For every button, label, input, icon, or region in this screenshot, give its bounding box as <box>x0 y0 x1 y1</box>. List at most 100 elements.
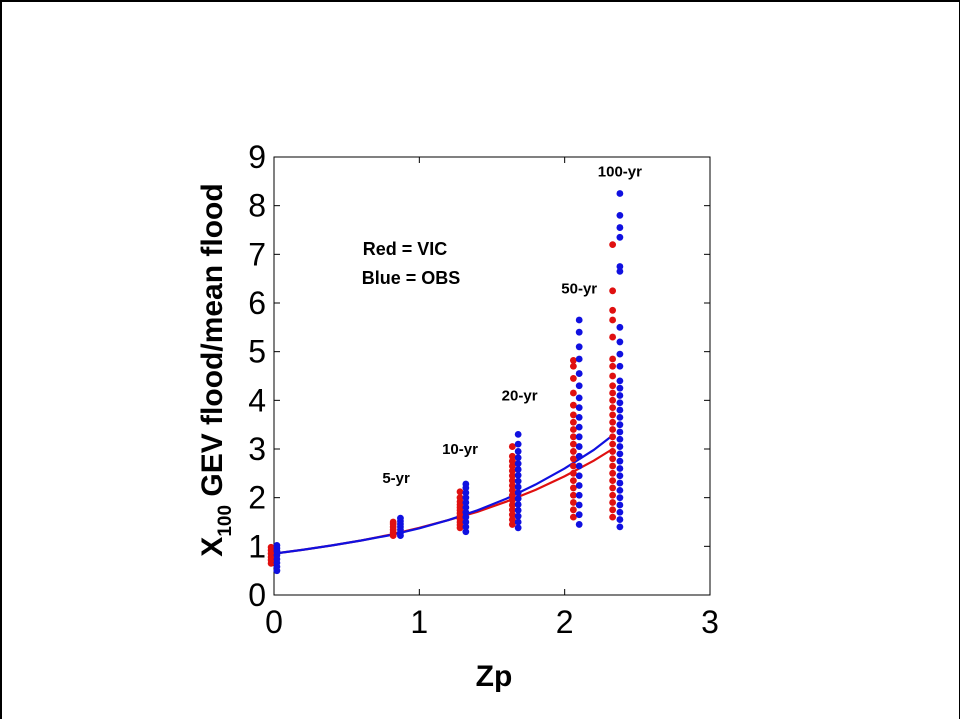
data-point-vic <box>389 518 397 526</box>
data-point-obs <box>575 355 583 363</box>
data-point-obs <box>575 462 583 470</box>
data-point-vic <box>569 484 577 492</box>
data-point-vic <box>609 355 617 363</box>
data-point-vic <box>569 469 577 477</box>
return-period-label: 5-yr <box>382 470 410 487</box>
x-tick-label: 0 <box>265 604 283 640</box>
data-point-obs <box>575 404 583 412</box>
data-point-vic <box>456 494 464 502</box>
data-point-vic <box>569 362 577 370</box>
data-point-obs <box>575 413 583 421</box>
data-point-obs <box>616 263 624 270</box>
data-point-obs <box>462 480 470 488</box>
data-point-obs <box>616 233 624 241</box>
return-period-label: 100-yr <box>598 163 642 180</box>
data-point-obs <box>462 494 470 502</box>
data-point-vic <box>609 389 617 397</box>
data-point-vic <box>267 543 275 551</box>
data-point-obs <box>616 362 624 370</box>
data-point-vic <box>508 501 516 509</box>
data-point-vic <box>456 488 464 496</box>
data-point-vic <box>609 477 617 485</box>
return-period-labels: 5-yr 10-yr 20-yr 50-yr 100-yr <box>382 163 642 487</box>
data-point-vic <box>508 472 516 480</box>
data-point-vic <box>609 455 617 463</box>
data-point-obs <box>616 350 624 358</box>
y-tick-label: 7 <box>248 236 266 272</box>
data-point-obs <box>514 512 522 520</box>
legend-vic: Red = VIC <box>363 239 448 259</box>
data-point-obs <box>575 452 583 460</box>
data-point-vic <box>609 440 617 448</box>
data-point-vic <box>609 287 617 295</box>
data-point-obs <box>575 521 583 528</box>
data-point-vic <box>569 513 577 521</box>
data-point-obs <box>616 435 624 443</box>
data-point-vic <box>609 469 617 477</box>
data-point-obs <box>616 224 624 231</box>
data-point-obs <box>514 477 522 485</box>
data-point-vic <box>609 382 617 390</box>
data-point-obs <box>616 508 624 516</box>
fit-lines <box>273 434 614 555</box>
data-point-vic <box>508 511 516 519</box>
data-point-vic <box>569 357 577 364</box>
data-point-obs <box>514 506 522 514</box>
data-point-obs <box>575 316 583 324</box>
data-point-vic <box>569 411 577 419</box>
data-points <box>267 190 624 575</box>
y-axis: 0 1 2 3 4 5 6 7 8 9 <box>248 139 710 613</box>
data-point-obs <box>575 443 583 450</box>
y-tick-label: 4 <box>248 382 266 418</box>
data-point-vic <box>609 316 617 324</box>
y-tick-label: 5 <box>248 334 266 370</box>
data-point-obs <box>616 443 624 450</box>
data-point-vic <box>508 443 516 450</box>
data-point-vic <box>569 440 577 448</box>
data-point-obs <box>462 504 470 511</box>
data-point-obs <box>616 399 624 407</box>
data-point-obs <box>575 433 583 441</box>
plot-area <box>273 156 711 596</box>
data-point-vic <box>609 448 617 455</box>
y-label-main: X <box>196 537 229 557</box>
data-point-obs <box>575 370 583 377</box>
data-point-obs <box>462 523 470 531</box>
data-point-obs <box>462 508 470 516</box>
return-period-label: 20-yr <box>502 387 538 404</box>
data-point-vic <box>569 477 577 485</box>
data-point-vic <box>569 418 577 426</box>
data-point-obs <box>575 328 583 336</box>
data-point-obs <box>575 511 583 519</box>
data-point-obs <box>462 518 470 526</box>
data-point-vic <box>508 516 516 523</box>
data-point-obs <box>616 457 624 465</box>
data-point-obs <box>616 392 624 399</box>
data-point-vic <box>569 389 577 397</box>
data-point-obs <box>462 489 470 497</box>
data-point-obs <box>462 528 470 536</box>
data-point-vic <box>609 491 617 499</box>
data-point-vic <box>609 426 617 433</box>
data-point-obs <box>616 406 624 414</box>
y-tick-label: 9 <box>248 139 266 175</box>
y-tick-label: 8 <box>248 188 266 224</box>
data-point-obs <box>514 440 522 448</box>
data-point-vic <box>609 372 617 380</box>
data-point-obs <box>616 501 624 509</box>
data-point-obs <box>616 486 624 494</box>
y-axis-label: X100 GEV flood/mean flood <box>196 183 236 556</box>
data-point-obs <box>273 541 281 549</box>
y-label-rest: GEV flood/mean flood <box>196 183 229 505</box>
x-axis: 0 1 2 3 <box>265 157 719 640</box>
data-point-vic <box>508 496 516 504</box>
data-point-obs <box>397 514 404 522</box>
data-point-obs <box>575 482 583 489</box>
data-point-obs <box>616 428 624 436</box>
data-point-obs <box>514 518 522 526</box>
legend-obs: Blue = OBS <box>362 268 461 288</box>
data-point-obs <box>616 494 624 502</box>
y-tick-label: 2 <box>248 480 266 516</box>
data-point-vic <box>569 455 577 463</box>
